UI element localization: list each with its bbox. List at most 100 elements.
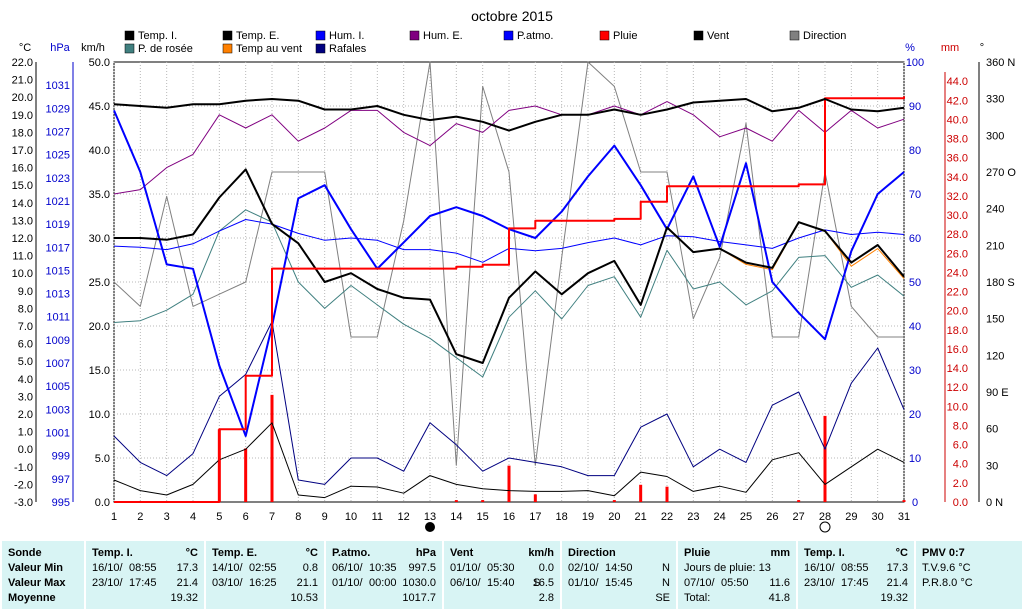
summary-row-value: 21.1 [296,577,318,589]
celsius-tick-label: 16.0 [12,163,33,175]
summary-mean-row: Total: 41.8 [684,592,790,606]
summary-row-time: 00:00 [369,577,397,589]
legend-swatch [503,30,514,41]
rain-bar [533,494,537,502]
legend: Temp. I. Temp. E. Hum. I. Hum. E. P.atmo. Plu… [124,30,846,55]
summary-row-value: 17.3 [886,562,908,574]
label-mean: Moyenne [8,592,56,604]
hpa-tick-label: 1013 [46,289,70,301]
rain-bar [481,500,485,502]
legend-swatch [315,30,326,41]
mm-tick-label: 42.0 [947,95,968,107]
summary-block: Direction 02/10/14:50 N 01/10/15:45 N SE [562,541,676,609]
hpa-tick-label: 1027 [46,126,70,138]
legend-label: Temp. I. [138,30,177,42]
summary-block-title: Vent [450,547,474,559]
rain-bar [823,415,827,502]
legend-label: Temp au vent [236,43,302,55]
legend-item: Hum. E. [409,30,463,42]
deg-tick-label: 360 N [986,57,1015,69]
x-tick-label: 30 [872,511,884,523]
mm-axis-header: mm [941,42,959,54]
summary-row-value: 0.0 [538,562,554,574]
x-tick-label: 16 [503,511,515,523]
kmh-tick-label: 30.0 [89,233,110,245]
summary-row-label: Jours de pluie: 13 [684,562,771,574]
celsius-tick-label: 0.0 [18,444,33,456]
legend-label: P. de rosée [138,43,193,55]
summary-block-title: PMV 0:7 [922,547,965,559]
summary-row-time: 15:45 [605,577,633,589]
celsius-tick-label: 6.0 [18,339,33,351]
summary-row-time: 05:30 [487,562,515,574]
summary-row-date: 01/10/ [332,577,363,589]
summary-row-time: 17:45 [841,577,869,589]
legend-item: P. de rosée [124,43,193,55]
axes: 22.0 21.0 20.0 19.0 18.0 17.0 16.0 15.0 14.0 13.0… [12,57,1017,509]
summary-block: P.atmo. hPa 06/10/10:35 997.5 01/10/00:00 103… [326,541,442,609]
summary-row-date: 06/10/ [450,577,481,589]
x-tick-label: 11 [372,511,383,523]
summary-block: Temp. I. °C 16/10/08:55 17.3 23/10/17:45 21.4… [86,541,204,609]
summary-row: P.R.8.0 °C [922,577,1016,591]
summary-block-title: Direction [568,547,616,559]
summary-row-date: 07/10/ [684,577,715,589]
x-tick-label: 9 [322,511,328,523]
hpa-tick-label: 1011 [46,312,70,324]
celsius-tick-label: 5.0 [18,356,33,368]
legend-label: Hum. E. [423,30,463,42]
hpa-tick-label: 1007 [46,358,70,370]
x-tick-label: 15 [477,511,489,523]
kmh-tick-label: 45.0 [89,101,110,113]
summary-mean-value: 19.32 [170,592,198,604]
summary-row: 06/10/10:35 997.5 [332,562,436,576]
mm-tick-label: 14.0 [947,363,968,375]
summary-row-label: T.V.9.6 °C [922,562,971,574]
summary-row-value: 16.5 [532,577,554,589]
celsius-tick-label: 13.0 [12,215,33,227]
summary-row-value: 11.6 [769,577,790,589]
summary-row-date: 01/10/ [450,562,481,574]
summary-row: 16/10/08:55 17.3 [804,562,908,576]
x-tick-label: 1 [111,511,117,523]
deg-tick-label: 240 [986,204,1004,216]
summary-row: Jours de pluie: 13 [684,562,790,576]
pct-tick-label: 100 [906,57,924,69]
x-tick-label: 3 [164,511,170,523]
deg-tick-label: 0 N [986,497,1003,509]
mm-tick-label: 4.0 [953,459,968,471]
summary-panel: Sonde Valeur Min Valeur Max Moyenne Temp… [0,539,1024,611]
summary-mean-row: 2.8 [450,592,554,606]
hpa-tick-label: 1005 [46,381,70,393]
summary-block: Temp. I. °C 16/10/08:55 17.3 23/10/17:45 21.4… [798,541,914,609]
deg-tick-label: 270 O [986,167,1016,179]
summary-block-unit: °C [895,547,908,559]
celsius-tick-label: 14.0 [12,198,33,210]
series-line-temp-e [114,168,905,364]
pct-tick-label: 0 [912,497,918,509]
mm-tick-label: 12.0 [947,382,968,394]
summary-mean-value: 1017.7 [402,592,436,604]
x-tick-label: 27 [793,511,805,523]
celsius-tick-label: 8.0 [18,303,33,315]
summary-row-value: 1030.0 [402,577,436,589]
summary-row-time: 02:55 [249,562,277,574]
summary-row-date: 23/10/ [92,577,123,589]
x-tick-label: 25 [740,511,752,523]
mm-tick-label: 16.0 [947,344,968,356]
kmh-tick-label: 20.0 [89,321,110,333]
celsius-tick-label: 10.0 [12,268,33,280]
celsius-tick-label: 4.0 [18,374,33,386]
hpa-tick-label: 999 [52,451,70,463]
summary-mean-row: SE [568,592,670,606]
rain-bar [507,465,511,502]
x-tick-label: 20 [608,511,620,523]
summary-row: 07/10/05:50 11.6 [684,577,790,591]
series-lines [113,61,905,503]
summary-block-unit: °C [305,547,318,559]
summary-row: 02/10/14:50 N [568,562,670,576]
summary-row: 01/10/05:30 0.0 [450,562,554,576]
hpa-axis-header: hPa [50,42,70,54]
summary-row: 01/10/00:00 1030.0 [332,577,436,591]
